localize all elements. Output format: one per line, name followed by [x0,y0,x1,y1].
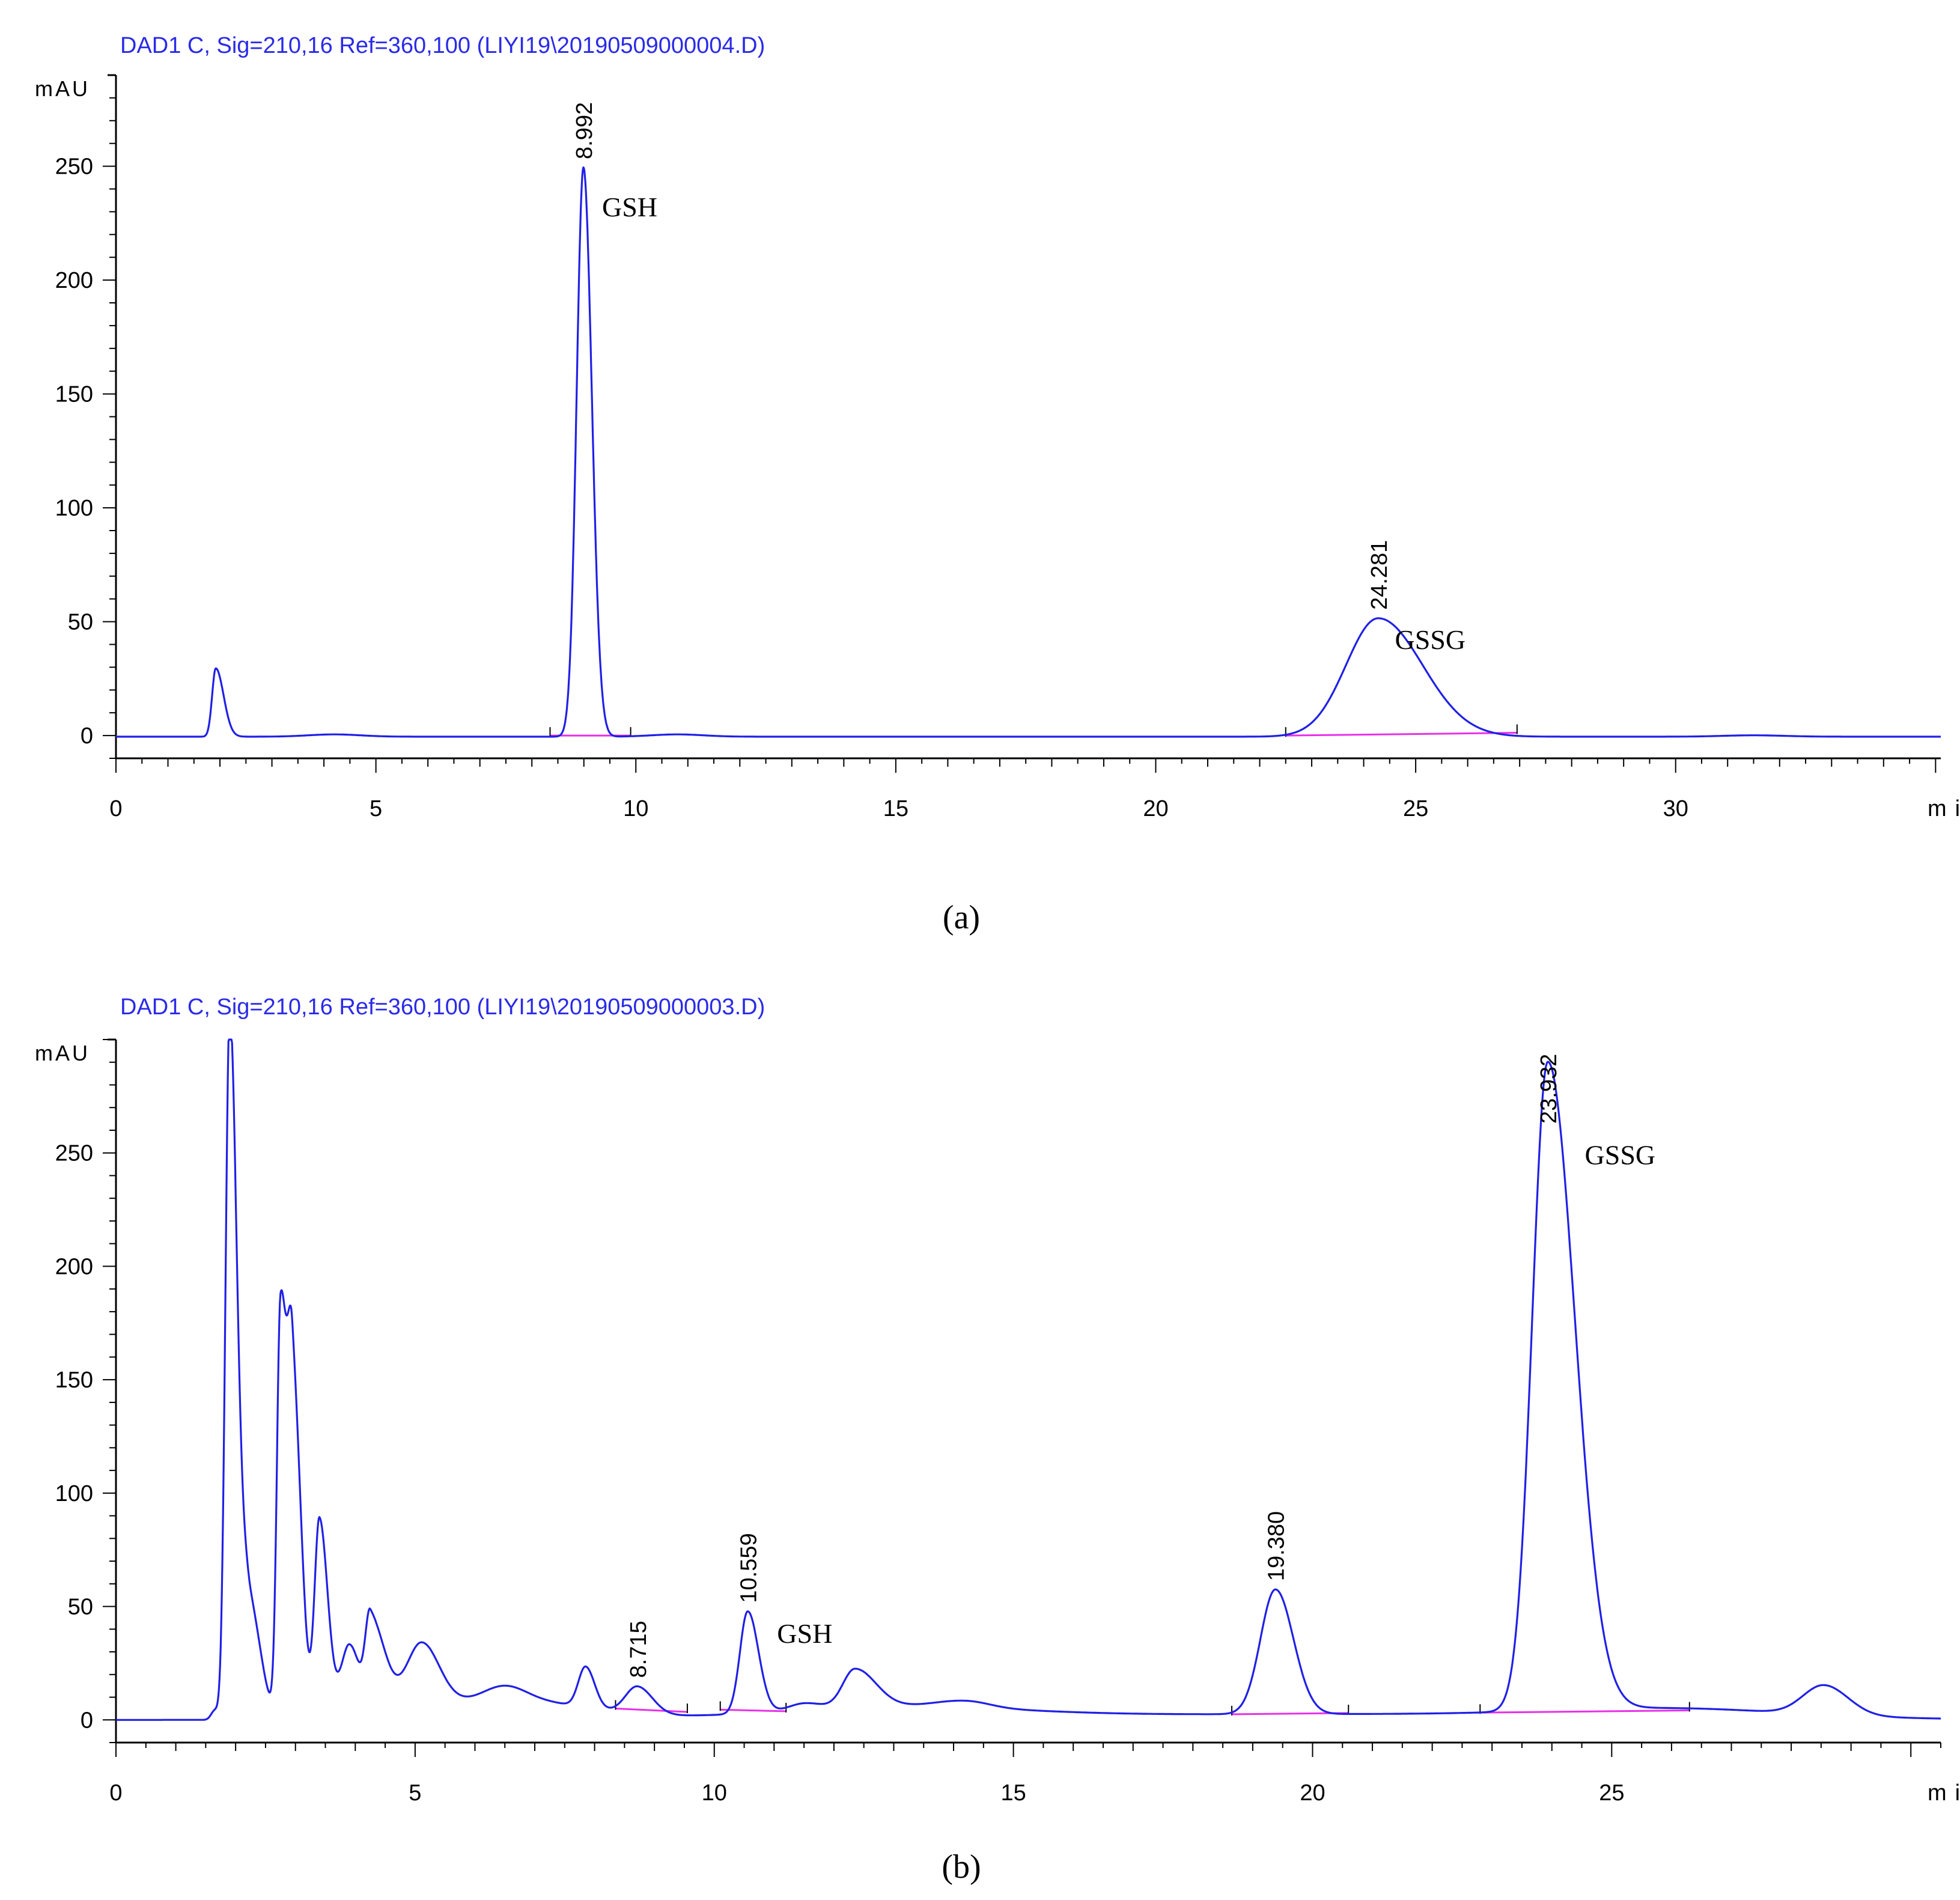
x-tick-label: 5 [409,1780,421,1806]
y-tick-label: 200 [55,268,93,293]
retention-time-label: 24.281 [1367,540,1392,610]
panel-a-header: DAD1 C, Sig=210,16 Ref=360,100 (LIYI19\2… [120,33,765,58]
panel-a-label: (a) [943,899,980,936]
x-tick-label: 15 [883,796,908,821]
panel-b-header: DAD1 C, Sig=210,16 Ref=360,100 (LIYI19\2… [120,994,765,1020]
x-tick-label: 20 [1143,796,1168,821]
retention-time-label: 19.380 [1264,1511,1289,1581]
retention-time-label: 10.559 [736,1533,761,1603]
compound-label: GSSG [1585,1140,1656,1171]
x-tick-label: 20 [1300,1780,1325,1806]
x-tick-label: 15 [1000,1780,1026,1806]
x-tick-label: 30 [1663,796,1688,821]
integration-baseline [1480,1709,1690,1714]
x-tick-label: 0 [109,796,122,821]
panel-a-x-axis-unit: mi [1928,796,1960,821]
panel-a-peak-labels: 8.992 24.281 GSH GSSG [572,102,1465,655]
retention-time-label: 23.932 [1536,1054,1562,1124]
y-tick-label: 0 [81,1708,93,1733]
panel-a-trace [115,166,1941,738]
y-tick-label: 250 [55,154,93,180]
compound-label: GSSG [1395,624,1465,655]
y-tick-label: 200 [55,1254,93,1279]
y-tick-label: 100 [55,1481,93,1506]
retention-time-label: 8.992 [572,102,597,159]
compound-label: GSH [777,1618,832,1649]
retention-time-label: 8.715 [626,1621,651,1678]
y-tick-label: 150 [55,1368,93,1393]
panel-b-x-axis-unit: mi [1928,1780,1960,1806]
integration-baseline [1285,732,1517,737]
integration-baseline [615,1707,688,1713]
x-tick-label: 0 [109,1780,122,1806]
x-tick-label: 25 [1599,1780,1624,1806]
panel-b-trace [115,1038,1941,1721]
y-tick-label: 50 [68,1595,93,1620]
x-tick-label: 10 [623,796,648,821]
chromatogram-panel-b: DAD1 C, Sig=210,16 Ref=360,100 (LIYI19\2… [35,994,1960,1886]
panel-b-y-axis-label: mAU [35,1041,90,1065]
x-tick-label: 25 [1403,796,1428,821]
chromatogram-panel-a: DAD1 C, Sig=210,16 Ref=360,100 (LIYI19\2… [35,33,1960,936]
y-tick-label: 100 [55,496,93,521]
panel-a-axes: 0 50 100 150 200 250 0 5 10 15 20 25 30 [55,74,1941,821]
x-tick-label: 10 [702,1780,727,1806]
panel-a-y-axis-label: mAU [35,76,90,101]
x-tick-label: 5 [370,796,382,821]
integration-baseline [720,1708,787,1713]
panel-b-axes: 0 50 100 150 200 250 0 5 10 15 20 25 [55,1038,1941,1806]
y-tick-label: 250 [55,1141,93,1166]
panel-b-label: (b) [942,1848,981,1886]
compound-label: GSH [602,192,657,222]
y-tick-label: 50 [68,610,93,635]
y-tick-label: 0 [81,723,93,749]
y-tick-label: 150 [55,382,93,407]
panel-b-peak-labels: 8.715 10.559 19.380 23.932 GSH GSSG [626,1054,1655,1678]
